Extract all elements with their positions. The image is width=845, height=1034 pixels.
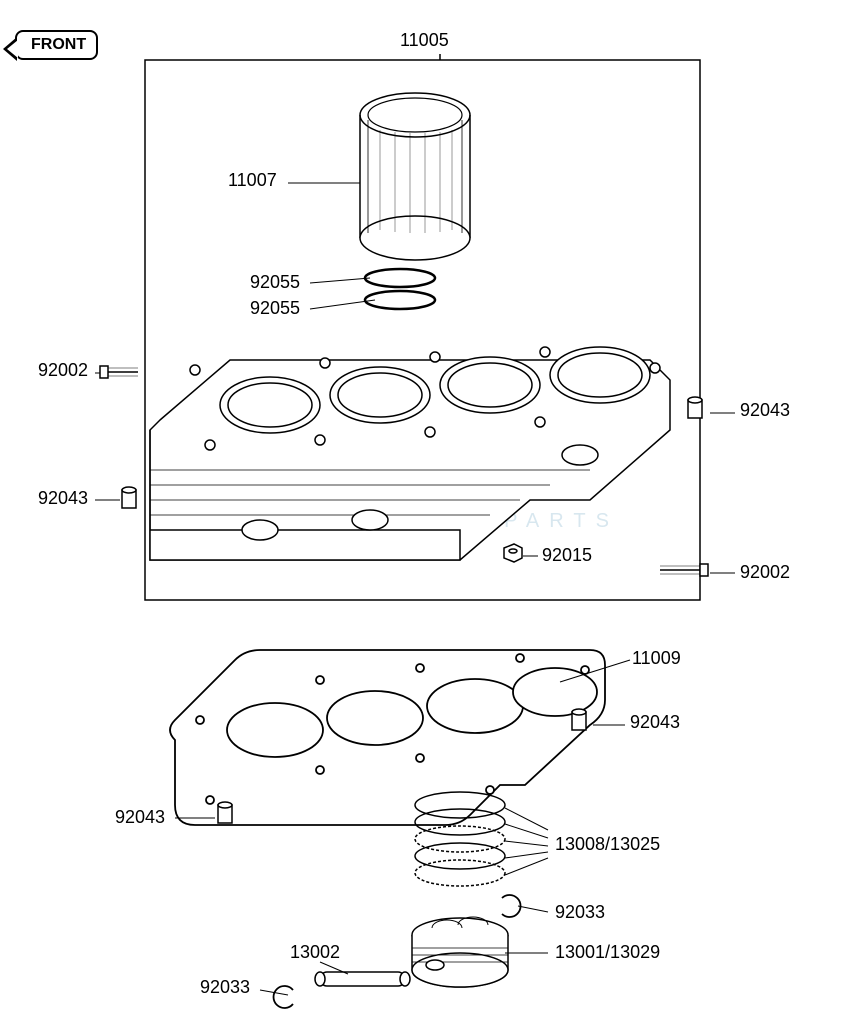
callout-92055b: 92055	[250, 298, 300, 319]
part-cylinder-liner	[360, 93, 470, 260]
callout-92043b: 92043	[38, 488, 88, 509]
callout-92043a: 92043	[740, 400, 790, 421]
callout-92015: 92015	[542, 545, 592, 566]
callout-13001: 13001/13029	[555, 942, 660, 963]
callout-92043c: 92043	[630, 712, 680, 733]
part-pin-gasket-l	[218, 802, 232, 823]
callout-92055a: 92055	[250, 272, 300, 293]
callout-11007: 11007	[228, 170, 277, 191]
callout-11005: 11005	[400, 30, 449, 51]
callout-92002b: 92002	[740, 562, 790, 583]
callout-11009: 11009	[632, 648, 681, 669]
part-circlip-right	[502, 895, 521, 917]
part-pin-gasket-r	[572, 709, 586, 730]
callout-13008: 13008/13025	[555, 834, 660, 855]
part-piston	[412, 917, 508, 987]
part-pin-rt	[688, 397, 702, 418]
callout-92033a: 92033	[555, 902, 605, 923]
part-bolt-right	[660, 564, 708, 576]
part-gasket	[170, 650, 605, 825]
callout-92002a: 92002	[38, 360, 88, 381]
callout-92043d: 92043	[115, 807, 165, 828]
part-circlip-left	[274, 986, 293, 1008]
part-o-rings	[365, 269, 435, 309]
callout-13002: 13002	[290, 942, 340, 963]
callout-92033b: 92033	[200, 977, 250, 998]
part-nut	[504, 544, 522, 562]
part-bolt-left	[100, 366, 138, 378]
part-piston-pin	[315, 972, 410, 986]
part-pin-ll	[122, 487, 136, 508]
diagram-container: FRONT OEM MOTORPARTS	[0, 0, 845, 1034]
part-cylinder-block	[150, 347, 670, 560]
parts-diagram-svg	[0, 0, 845, 1034]
